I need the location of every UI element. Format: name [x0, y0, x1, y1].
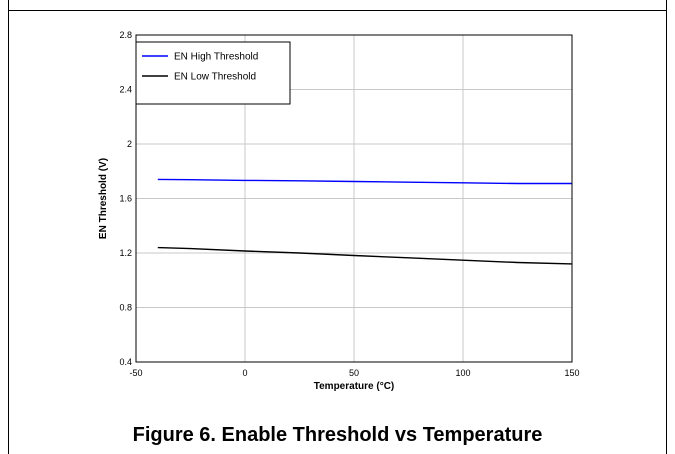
- plot-border: [135, 34, 573, 363]
- page-frame-left: [8, 0, 9, 454]
- figure-caption: Figure 6. Enable Threshold vs Temperatur…: [132, 424, 543, 446]
- y-tick-label: 1.6: [119, 194, 132, 204]
- page-frame-top: [8, 10, 667, 11]
- y-tick-label: 0.4: [119, 357, 132, 367]
- series-line-0: [157, 178, 572, 185]
- x-tick-label: 50: [349, 368, 359, 378]
- y-tick-label: 1.2: [119, 248, 132, 258]
- legend: EN High Threshold EN Low Threshold: [135, 41, 291, 105]
- page-frame-right: [666, 0, 667, 454]
- y-tick-label: 0.8: [119, 303, 132, 313]
- x-axis-label: Temperature (°C): [314, 381, 395, 392]
- y-tick-label: 2.4: [119, 85, 132, 95]
- x-tick-label: -50: [129, 368, 142, 378]
- legend-label-en-high: EN High Threshold: [174, 52, 258, 63]
- series-line-1: [157, 246, 573, 265]
- x-tick-label: 150: [564, 368, 579, 378]
- legend-label-en-low: EN Low Threshold: [174, 72, 256, 83]
- x-tick-label: 0: [242, 368, 247, 378]
- y-tick-labels: 0.4 0.8 1.2 1.6 2 2.4 2.8: [119, 30, 132, 367]
- series-lines: [157, 178, 573, 265]
- x-tick-labels: -50 0 50 100 150: [129, 368, 579, 378]
- y-tick-label: 2: [127, 139, 132, 149]
- legend-box: [135, 41, 291, 105]
- y-tick-label: 2.8: [119, 30, 132, 40]
- x-tick-label: 100: [455, 368, 470, 378]
- y-axis-label: EN Threshold (V): [98, 158, 109, 239]
